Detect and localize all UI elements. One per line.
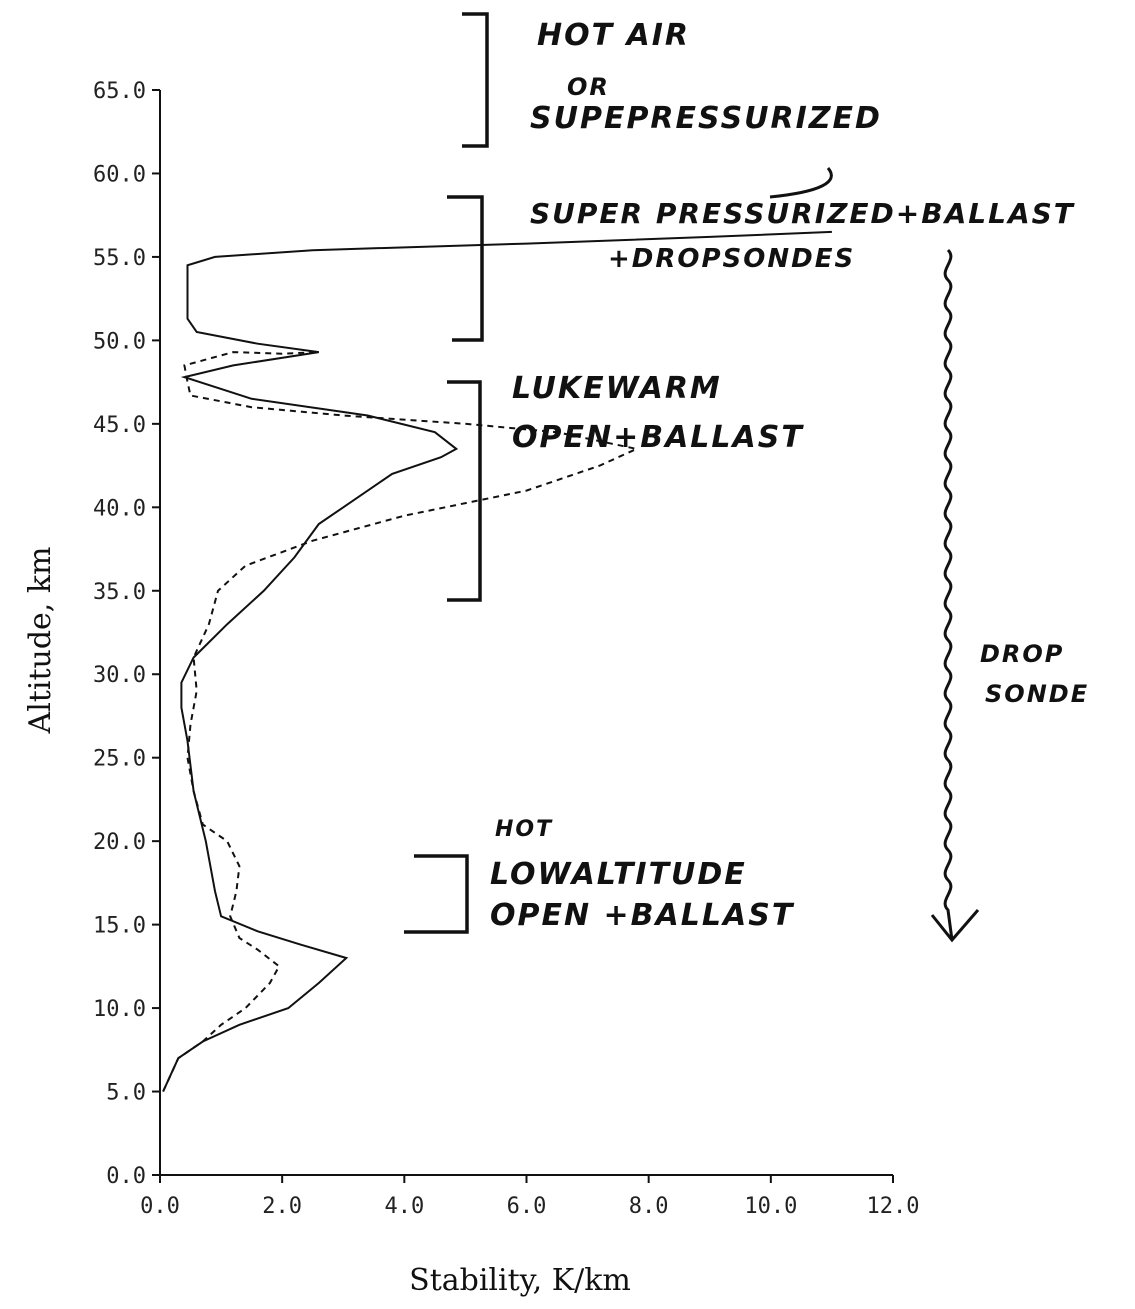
y-tick-label: 35.0 [93,580,146,605]
x-tick-label: 6.0 [507,1194,547,1219]
note-drop-sonde-1: DROP [980,640,1064,668]
y-tick-label: 50.0 [93,329,146,354]
note-hot-low-3: OPEN +BALLAST [490,898,795,933]
y-tick-label: 30.0 [93,663,146,688]
bracket-hot-low-altitude [404,854,469,934]
x-tick-label: 10.0 [744,1194,797,1219]
y-tick-label: 60.0 [93,162,146,187]
y-tick-label: 25.0 [93,747,146,772]
bracket-superpressurized [447,195,484,342]
y-tick-label: 55.0 [93,246,146,271]
x-axis-title: Stability, K/km [409,1263,631,1298]
y-tick-label: 5.0 [106,1081,146,1106]
bracket-hot-air [462,12,489,148]
y-tick-label: 45.0 [93,413,146,438]
note-drop-sonde-2: SONDE [985,680,1089,708]
note-lukewarm-1: LUKEWARM [512,371,722,406]
y-tick-label: 40.0 [93,496,146,521]
x-tick-label: 0.0 [140,1194,180,1219]
drop-sonde-arrowhead [930,909,980,943]
series-dashed-line [162,351,640,1092]
note-hot-air-1: HOT AIR [537,18,690,53]
y-tick-label: 15.0 [93,914,146,939]
y-axis-ticks: 0.0 5.0 10.0 15.0 20.0 25.0 30.0 35.0 40.0 45.0 50… [93,79,160,1189]
drop-sonde-wavy-arrow [943,248,954,941]
pointer-squiggle [769,167,833,199]
x-tick-label: 12.0 [867,1194,920,1219]
bracket-lukewarm [447,380,482,602]
note-lukewarm-2: OPEN+BALLAST [512,420,804,455]
x-tick-label: 4.0 [384,1194,424,1219]
x-axis-ticks: 0.0 2.0 4.0 6.0 8.0 10.0 12.0 [140,1175,919,1219]
series-solid-line [162,230,832,1092]
y-axis-title: Altitude, km [23,547,58,735]
note-hot-air-2: OR [567,73,610,101]
note-hot-low-2: LOWALTITUDE [490,857,747,892]
x-tick-label: 2.0 [262,1194,302,1219]
note-hot-air-3: SUPEPRESSURIZED [530,101,882,136]
note-superpressurized-1: SUPER PRESSURIZED+BALLAST [530,197,1075,230]
note-superpressurized-2: +DROPSONDES [608,244,855,274]
y-tick-label: 20.0 [93,830,146,855]
series-layer [162,230,832,1092]
note-hot-low-1: HOT [495,817,553,842]
y-tick-label: 10.0 [93,997,146,1022]
y-tick-label: 0.0 [106,1164,146,1189]
x-tick-label: 8.0 [629,1194,669,1219]
y-tick-label: 65.0 [93,79,146,104]
